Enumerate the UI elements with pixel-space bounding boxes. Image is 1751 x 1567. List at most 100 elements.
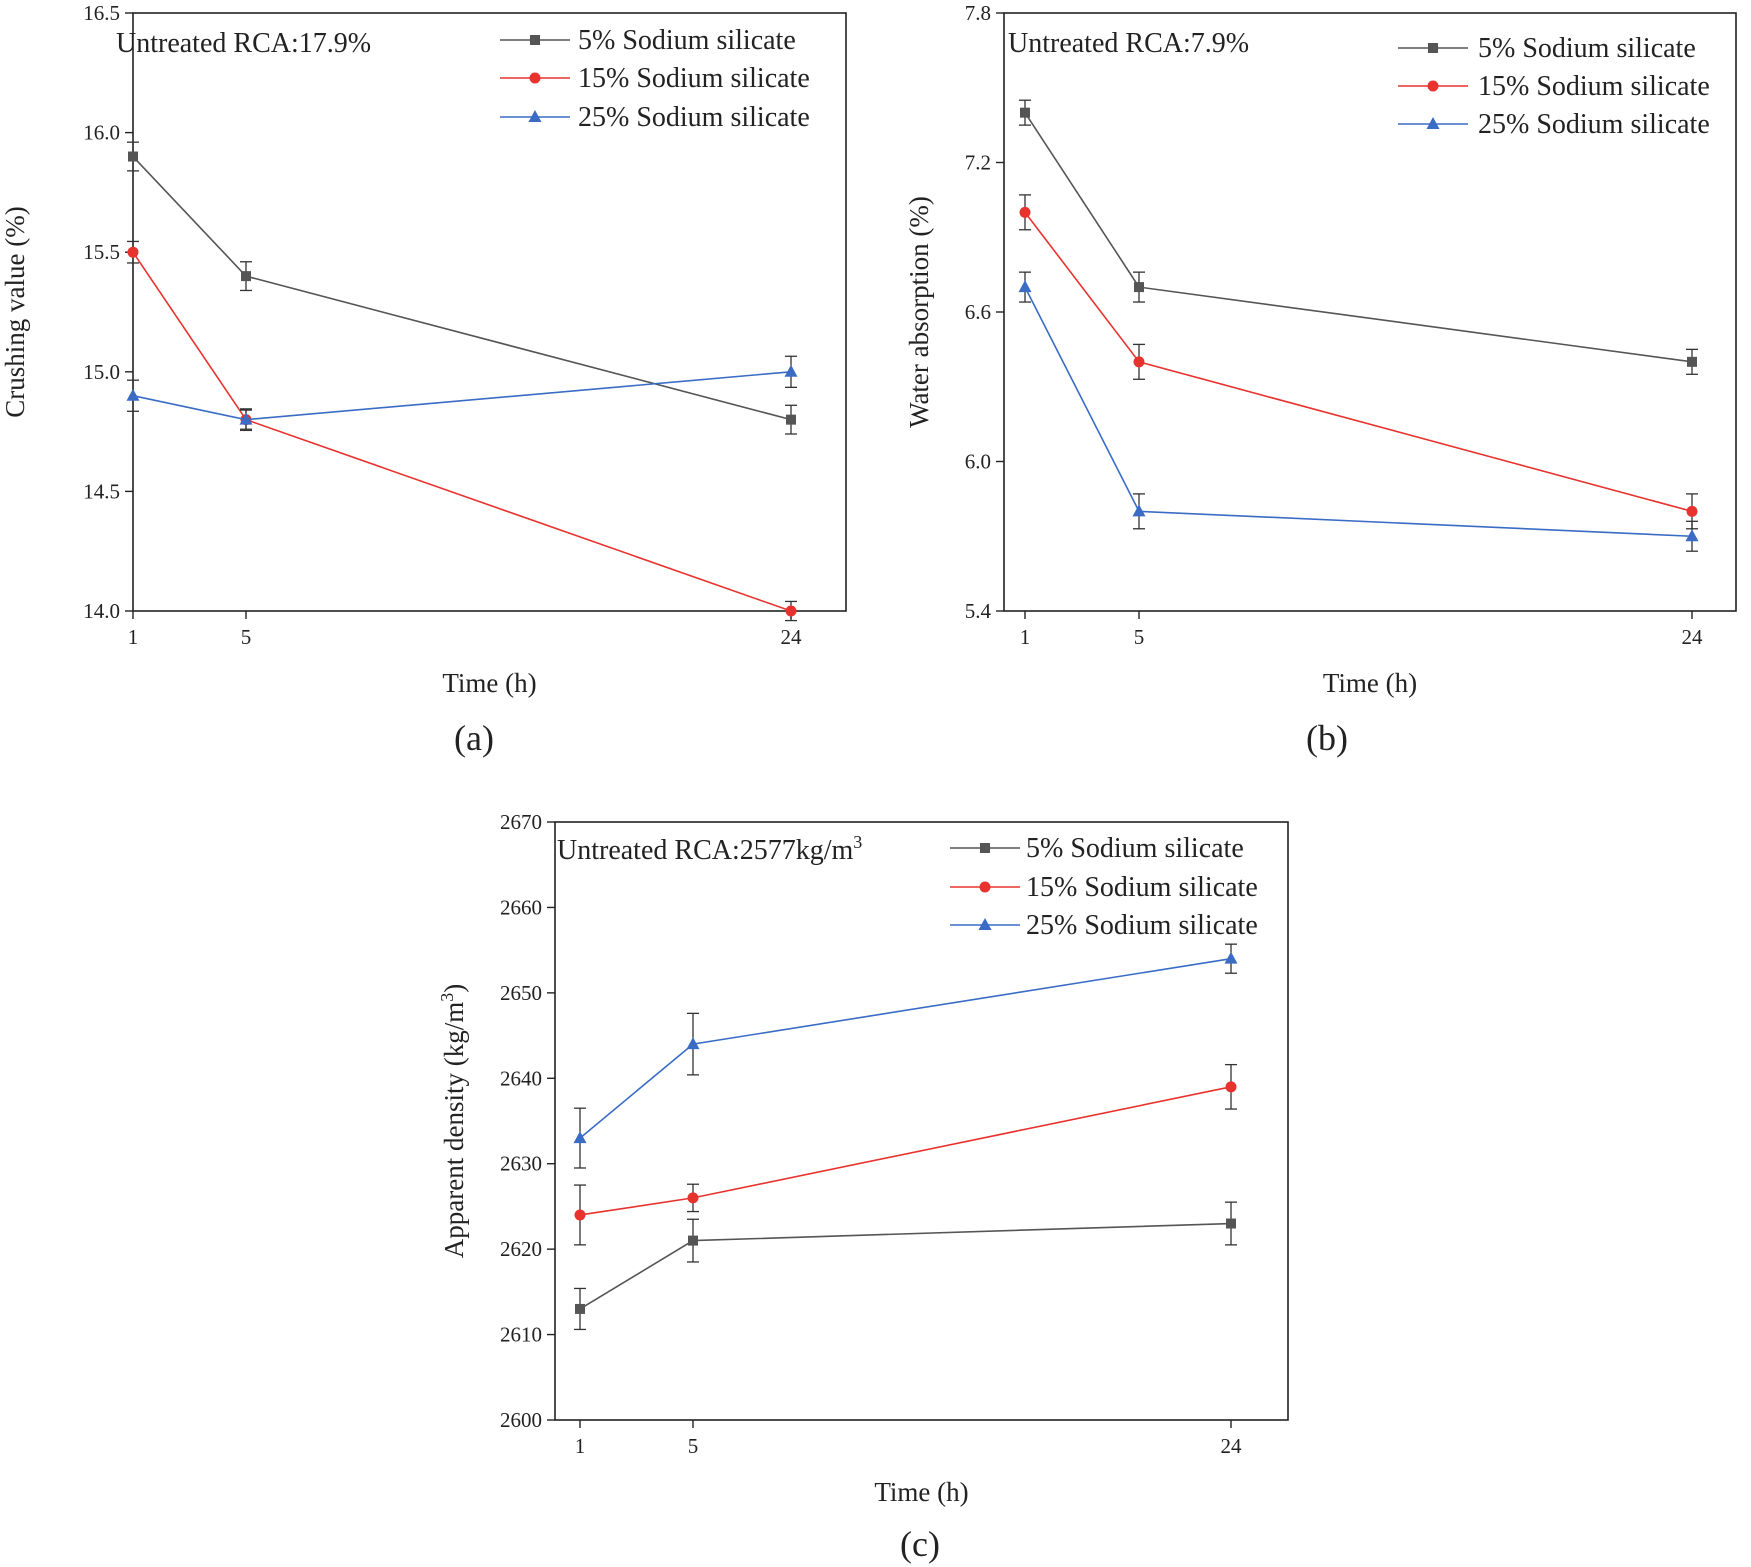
series-line — [1024, 286, 1693, 538]
data-point — [1226, 1218, 1236, 1229]
y-tick-label: 2610 — [500, 1323, 542, 1347]
y-axis-label-main: Crushing value (%) — [0, 206, 30, 417]
y-tick-label: 2670 — [500, 810, 542, 834]
x-tick-label: 5 — [1134, 625, 1145, 649]
y-axis-label-end: ) — [439, 984, 469, 993]
legend-marker — [530, 35, 540, 45]
legend-label: 5% Sodium silicate — [1478, 33, 1696, 64]
annotation-sup: 3 — [853, 832, 862, 852]
legend-label: 25% Sodium silicate — [1478, 109, 1710, 140]
data-point — [574, 1209, 586, 1221]
y-tick-label: 2630 — [500, 1152, 542, 1176]
series-2 — [574, 1063, 1237, 1246]
legend-marker — [980, 843, 990, 853]
series-line — [579, 1086, 1232, 1216]
legend-marker — [1428, 43, 1438, 53]
series-3 — [1018, 271, 1699, 552]
legend-label: 25% Sodium silicate — [1026, 910, 1258, 941]
legend-entry: 25% Sodium silicate — [500, 102, 810, 133]
data-point — [1018, 280, 1032, 293]
series-line — [132, 251, 792, 612]
series-line — [132, 371, 792, 421]
x-axis-label: Time (h) — [874, 1477, 968, 1507]
legend-marker — [1426, 117, 1440, 129]
y-axis-label: Crushing value (%) — [0, 206, 30, 417]
x-tick-label: 5 — [688, 1434, 699, 1458]
annotation-main: Untreated RCA:17.9% — [116, 28, 371, 59]
data-point — [1132, 504, 1146, 517]
data-point — [687, 1192, 699, 1204]
annotation-main: Untreated RCA:2577kg/m — [557, 835, 854, 866]
untreated-annotation: Untreated RCA:17.9% — [116, 28, 371, 59]
legend-marker — [979, 881, 991, 893]
x-tick-label: 24 — [1221, 1434, 1243, 1458]
y-axis-label-main: Water absorption (%) — [904, 196, 934, 428]
plot-frame — [554, 821, 1289, 1421]
data-point — [127, 246, 139, 258]
series-3 — [126, 355, 798, 430]
chart-crushing-value: 14.0 14.5 15.0 15.5 16.0 16.5 1 5 24 Time (h) Crus… — [0, 1, 847, 758]
legend-marker — [528, 110, 542, 122]
x-tick-label: 1 — [128, 625, 139, 649]
data-point — [1134, 282, 1144, 293]
y-tick-label: 15.0 — [83, 360, 120, 384]
legend-entry: 5% Sodium silicate — [1398, 33, 1696, 64]
x-tick-label: 5 — [241, 625, 252, 649]
annotation-main: Untreated RCA:7.9% — [1008, 28, 1249, 59]
series-3 — [573, 943, 1238, 1169]
data-point — [241, 271, 251, 282]
series-1 — [127, 141, 797, 435]
y-tick-label: 15.5 — [83, 240, 120, 264]
data-point — [1686, 505, 1698, 517]
legend-label: 15% Sodium silicate — [578, 63, 810, 94]
y-tick-label: 16.0 — [83, 121, 120, 145]
y-tick-label: 2660 — [500, 895, 542, 919]
y-tick-label: 16.5 — [83, 1, 120, 25]
legend-label: 25% Sodium silicate — [578, 102, 810, 133]
x-axis-label: Time (h) — [442, 668, 536, 698]
data-point — [1224, 951, 1238, 964]
y-tick-label: 2620 — [500, 1237, 542, 1261]
data-point — [1019, 206, 1031, 218]
untreated-annotation: Untreated RCA:7.9% — [1008, 28, 1249, 59]
x-tick-label: 1 — [575, 1434, 586, 1458]
data-point — [784, 364, 798, 377]
legend-label: 15% Sodium silicate — [1478, 71, 1710, 102]
legend-entry: 15% Sodium silicate — [950, 872, 1258, 903]
panel-label: (b) — [1306, 718, 1348, 758]
data-point — [239, 412, 253, 425]
legend-entry: 5% Sodium silicate — [500, 25, 796, 56]
data-point — [128, 151, 138, 162]
series-line — [1024, 112, 1693, 363]
data-point — [1225, 1081, 1237, 1093]
y-axis-label: Water absorption (%) — [904, 196, 934, 428]
data-point — [785, 605, 797, 617]
x-tick-label: 24 — [1682, 625, 1704, 649]
y-tick-label: 6.6 — [965, 300, 991, 324]
legend-entry: 15% Sodium silicate — [500, 63, 810, 94]
legend-entry: 25% Sodium silicate — [950, 910, 1258, 941]
chart-water-absorption: 5.4 6.0 6.6 7.2 7.8 1 5 24 Time (h) Water absorpt… — [904, 1, 1737, 758]
data-point — [686, 1037, 700, 1050]
series-2 — [127, 240, 797, 622]
series-1 — [1019, 99, 1698, 375]
y-tick-label: 14.0 — [83, 599, 120, 623]
legend-label: 5% Sodium silicate — [1026, 833, 1244, 864]
series-2 — [1019, 194, 1698, 530]
panel-label: (a) — [454, 718, 494, 758]
legend-label: 5% Sodium silicate — [578, 25, 796, 56]
y-tick-label: 6.0 — [965, 450, 991, 474]
y-tick-label: 7.8 — [965, 1, 991, 25]
chart-apparent-density: 2600 2610 2620 2630 2640 2650 2660 2670 1 5 24 Time… — [437, 810, 1289, 1564]
data-point — [1685, 529, 1699, 542]
y-tick-label: 14.5 — [83, 479, 120, 503]
panel-label: (c) — [900, 1524, 940, 1564]
legend-entry: 25% Sodium silicate — [1398, 109, 1710, 140]
x-axis-label: Time (h) — [1323, 668, 1417, 698]
legend-marker — [529, 72, 541, 84]
legend-entry: 15% Sodium silicate — [1398, 71, 1710, 102]
series-line — [579, 1222, 1232, 1310]
x-tick-label: 24 — [781, 625, 803, 649]
y-tick-label: 2600 — [500, 1408, 542, 1432]
